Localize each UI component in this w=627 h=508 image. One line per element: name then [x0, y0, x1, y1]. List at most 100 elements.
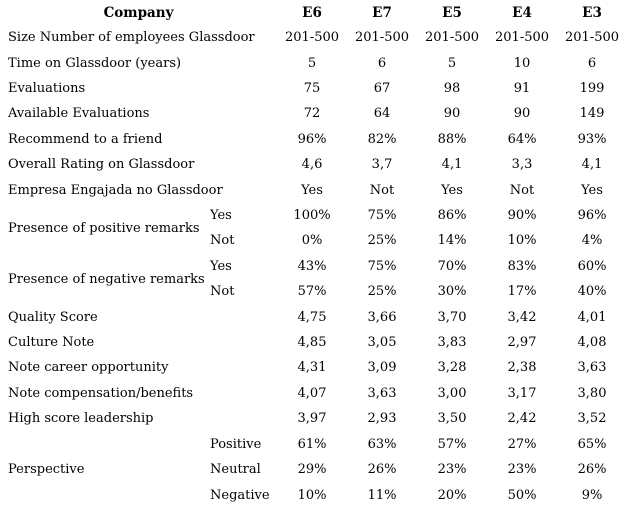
cell-value: 201-500: [285, 30, 340, 46]
column-header-e6: E6: [302, 4, 322, 21]
cell-value: 23%: [507, 462, 537, 478]
cell-value: 72: [303, 106, 321, 122]
cell-value: 98: [443, 81, 461, 97]
table-row-negative-remarks-not: Not 57% 25% 30% 17% 40%: [0, 279, 627, 304]
cell-value: 2,38: [507, 360, 537, 376]
table-row-compensation-benefits: Note compensation/benefits 4,07 3,63 3,0…: [0, 381, 627, 406]
cell-value: 64%: [507, 131, 537, 147]
cell-value: 60%: [577, 258, 607, 274]
column-header-company: Company: [103, 4, 174, 21]
cell-value: 3,52: [577, 411, 607, 427]
cell-value: 86%: [437, 208, 467, 224]
cell-value: 96%: [297, 131, 327, 147]
cell-value: 3,00: [437, 385, 467, 401]
cell-value: 10%: [297, 487, 327, 503]
cell-value: 3,83: [437, 335, 467, 351]
cell-value: 6: [587, 55, 597, 71]
cell-value: 20%: [437, 487, 467, 503]
table-row-perspective-positive: Perspective Positive 61% 63% 57% 27% 65%: [0, 432, 627, 478]
cell-value: 4,07: [297, 385, 327, 401]
cell-value: 4,01: [577, 309, 607, 325]
table-row-quality-score: Quality Score 4,75 3,66 3,70 3,42 4,01: [0, 304, 627, 329]
table-row-leadership: High score leadership 3,97 2,93 3,50 2,4…: [0, 406, 627, 431]
cell-value: 26%: [367, 462, 397, 478]
sub-row-label: Not: [210, 233, 235, 249]
table-row-culture-note: Culture Note 4,85 3,05 3,83 2,97 4,08: [0, 330, 627, 355]
cell-value: 43%: [297, 258, 327, 274]
row-label: Available Evaluations: [8, 106, 150, 122]
sub-row-label: Positive: [210, 436, 262, 452]
cell-value: 3,66: [367, 309, 397, 325]
cell-value: 3,28: [437, 360, 467, 376]
table-row-negative-remarks-yes: Presence of negative remarks Yes 43% 75%…: [0, 254, 627, 287]
cell-value: 40%: [577, 284, 607, 300]
column-header-e3: E3: [582, 4, 602, 21]
cell-value: Not: [509, 182, 535, 198]
cell-value: 3,80: [577, 385, 607, 401]
row-label: Size Number of employees Glassdoor: [8, 30, 255, 46]
cell-value: 3,7: [371, 157, 393, 173]
cell-value: 27%: [507, 436, 537, 452]
cell-value: 0%: [301, 233, 323, 249]
cell-value: 201-500: [355, 30, 410, 46]
cell-value: 3,3: [511, 157, 533, 173]
cell-value: 5: [307, 55, 317, 71]
cell-value: 90%: [507, 208, 537, 224]
cell-value: 90: [443, 106, 461, 122]
cell-value: 63%: [367, 436, 397, 452]
cell-value: 14%: [437, 233, 467, 249]
table-row-available-evaluations: Available Evaluations 72 64 90 90 149: [0, 101, 627, 126]
cell-value: 26%: [577, 462, 607, 478]
row-label: High score leadership: [8, 411, 154, 427]
cell-value: 50%: [507, 487, 537, 503]
cell-value: 6: [377, 55, 387, 71]
cell-value: Yes: [301, 182, 323, 198]
row-label: Note career opportunity: [8, 360, 169, 376]
cell-value: 3,63: [577, 360, 607, 376]
cell-value: Yes: [581, 182, 603, 198]
column-header-e7: E7: [372, 4, 392, 21]
row-label: Evaluations: [8, 81, 86, 97]
cell-value: 4,6: [301, 157, 323, 173]
cell-value: 9%: [581, 487, 603, 503]
cell-value: 64: [373, 106, 391, 122]
cell-value: 4,31: [297, 360, 327, 376]
cell-value: 10: [513, 55, 531, 71]
cell-value: 201-500: [425, 30, 480, 46]
cell-value: 17%: [507, 284, 537, 300]
row-label: Presence of negative remarks: [8, 271, 204, 287]
cell-value: 96%: [577, 208, 607, 224]
cell-value: 75%: [367, 258, 397, 274]
table-row-perspective-negative: Negative 10% 11% 20% 50% 9%: [0, 482, 627, 508]
cell-value: 3,97: [297, 411, 327, 427]
row-label: Recommend to a friend: [8, 131, 163, 147]
table-row-time: Time on Glassdoor (years) 5 6 5 10 6: [0, 50, 627, 75]
row-label: Presence of positive remarks: [8, 220, 200, 236]
cell-value: 30%: [437, 284, 467, 300]
table-row-empresa-engajada: Empresa Engajada no Glassdoor Yes Not Ye…: [0, 177, 627, 202]
cell-value: 67: [373, 81, 391, 97]
cell-value: 2,93: [367, 411, 397, 427]
cell-value: 4,08: [577, 335, 607, 351]
cell-value: 4%: [581, 233, 603, 249]
cell-value: 4,1: [581, 157, 603, 173]
cell-value: 3,63: [367, 385, 397, 401]
cell-value: 100%: [293, 208, 331, 224]
cell-value: 70%: [437, 258, 467, 274]
column-header-e5: E5: [442, 4, 462, 21]
cell-value: 25%: [367, 233, 397, 249]
cell-value: 2,97: [507, 335, 537, 351]
row-label: Culture Note: [8, 335, 95, 351]
table-row-recommend: Recommend to a friend 96% 82% 88% 64% 93…: [0, 127, 627, 152]
cell-value: 201-500: [495, 30, 550, 46]
cell-value: 83%: [507, 258, 537, 274]
cell-value: 75%: [367, 208, 397, 224]
cell-value: 4,85: [297, 335, 327, 351]
cell-value: 82%: [367, 131, 397, 147]
cell-value: 3,50: [437, 411, 467, 427]
cell-value: 90: [513, 106, 531, 122]
sub-row-label: Yes: [210, 258, 232, 274]
sub-row-label: Yes: [210, 208, 232, 224]
header-row: Company E6 E7 E5 E4 E3: [0, 0, 627, 25]
